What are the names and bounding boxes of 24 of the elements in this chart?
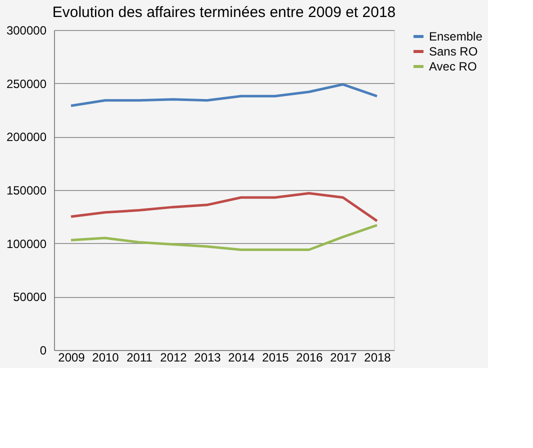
x-tick-label: 2016	[296, 350, 324, 364]
y-tick-label: 300000	[6, 24, 47, 38]
legend-label: Avec RO	[429, 60, 477, 74]
y-tick-label: 250000	[6, 76, 47, 91]
x-tick-label: 2010	[92, 350, 120, 364]
legend-label: Sans RO	[429, 44, 478, 58]
x-tick-label: 2013	[194, 350, 222, 364]
x-tick-label: 2012	[160, 350, 188, 364]
x-tick-label: 2011	[126, 350, 153, 364]
x-tick-label: 2017	[330, 350, 358, 364]
legend-label: Ensemble	[429, 30, 483, 44]
line-series	[70, 83, 378, 107]
x-tick-label: 2009	[58, 350, 86, 364]
line-series	[70, 224, 378, 251]
x-tick-label: 2014	[228, 350, 256, 364]
y-tick-label: 100000	[6, 236, 47, 251]
y-tick-label: 0	[40, 344, 47, 358]
x-tick-label: 2018	[364, 350, 392, 364]
y-tick-label: 50000	[13, 290, 47, 304]
y-tick-label: 150000	[6, 184, 47, 198]
line-series	[70, 192, 378, 222]
x-tick-label: 2015	[262, 350, 290, 364]
y-tick-label: 200000	[6, 130, 47, 144]
chart-title: Evolution des affaires terminées entre 2009 et 2018	[52, 4, 396, 21]
